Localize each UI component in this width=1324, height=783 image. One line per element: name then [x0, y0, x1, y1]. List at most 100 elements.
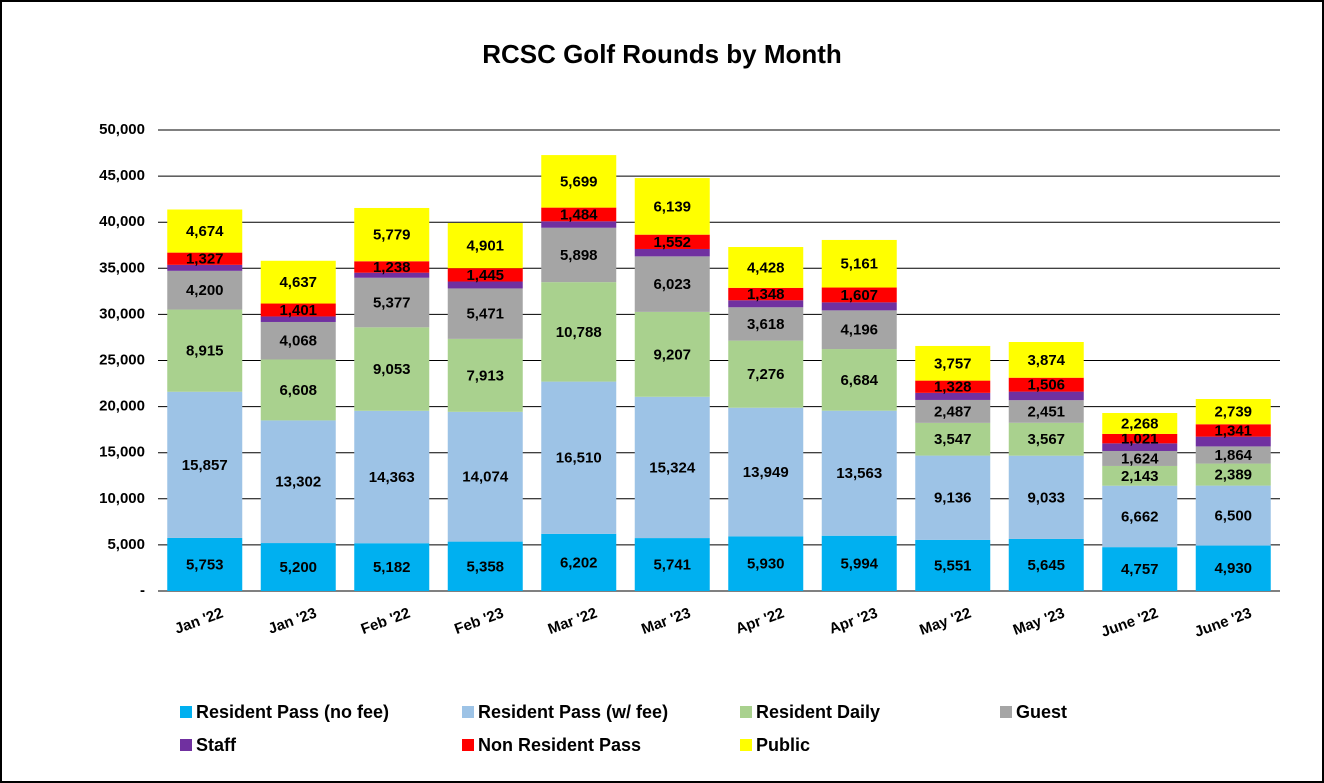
bar-segment: [915, 539, 991, 591]
data-label: 15,324: [649, 459, 696, 476]
data-label: 5,699: [560, 173, 598, 190]
bar-segment: [1102, 450, 1178, 466]
data-label: 6,662: [1121, 508, 1159, 525]
bar-segment: [1195, 424, 1271, 437]
data-label: 3,618: [747, 316, 785, 333]
bar-segment: [541, 533, 617, 591]
data-label: 4,196: [840, 322, 878, 339]
data-label: 4,674: [186, 223, 224, 240]
data-label: 5,551: [934, 557, 972, 574]
y-tick-label: 10,000: [99, 490, 145, 507]
bar-segment: [541, 207, 617, 222]
bar-segment: [915, 380, 991, 393]
bar-segment: [821, 239, 897, 288]
data-label: 1,401: [279, 302, 317, 319]
bar-segment: [728, 407, 804, 537]
legend-swatch: [1000, 706, 1012, 718]
bar-segment: [821, 310, 897, 350]
bar-segment: [915, 392, 991, 400]
bar-segment: [1195, 485, 1271, 546]
chart-title: RCSC Golf Rounds by Month: [482, 39, 842, 69]
data-label: 6,608: [279, 382, 317, 399]
data-label: 5,753: [186, 556, 224, 573]
data-label: 1,607: [840, 287, 878, 304]
legend-label: Public: [756, 735, 810, 755]
legend-label: Resident Pass (w/ fee): [478, 702, 668, 722]
data-label: 6,202: [560, 554, 598, 571]
data-label: 1,864: [1214, 447, 1252, 464]
data-label: 9,207: [653, 346, 691, 363]
data-label: 6,684: [840, 372, 878, 389]
data-label: 7,276: [747, 366, 785, 383]
bar-segment: [167, 309, 243, 392]
bar-segment: [634, 396, 710, 539]
y-tick-label: 45,000: [99, 167, 145, 184]
bar-segment: [1008, 422, 1084, 456]
bar-segment: [1195, 399, 1271, 425]
bar-segment: [1195, 436, 1271, 447]
bar-segment: [260, 543, 336, 591]
bar-segment: [634, 538, 710, 591]
data-label: 3,757: [934, 355, 972, 372]
bar-segment: [634, 178, 710, 235]
y-tick-label: 20,000: [99, 398, 145, 415]
bar-segment: [354, 277, 430, 328]
y-tick-label: 50,000: [99, 121, 145, 138]
bar-segment: [1008, 342, 1084, 378]
bar-segment: [354, 543, 430, 591]
data-label: 4,068: [279, 333, 317, 350]
bar-segment: [447, 338, 523, 412]
bar-segment: [354, 207, 430, 262]
bar-segment: [1102, 547, 1178, 591]
legend-swatch: [180, 739, 192, 751]
data-label: 14,363: [369, 469, 415, 486]
bar-segment: [1008, 377, 1084, 392]
bar-segment: [447, 411, 523, 542]
data-label: 4,428: [747, 259, 785, 276]
data-label: 5,200: [279, 559, 317, 576]
bar-segment: [260, 359, 336, 421]
bar-segment: [541, 282, 617, 382]
bar-segment: [541, 155, 617, 208]
data-label: 10,788: [556, 324, 602, 341]
data-label: 5,358: [466, 558, 504, 575]
bar-segment: [1195, 545, 1271, 591]
bar-segment: [728, 300, 804, 308]
bar-segment: [728, 340, 804, 408]
y-tick-label: -: [140, 582, 145, 599]
data-label: 1,021: [1121, 431, 1159, 448]
legend-label: Staff: [196, 735, 237, 755]
data-label: 1,341: [1214, 422, 1252, 439]
bar-segment: [541, 221, 617, 228]
bar-segment: [1102, 433, 1178, 444]
bar-segment: [167, 270, 243, 310]
data-label: 2,389: [1214, 467, 1252, 484]
data-label: 5,161: [840, 256, 878, 273]
bar-segment: [354, 410, 430, 544]
data-label: 4,200: [186, 282, 224, 299]
bar-segment: [1008, 391, 1084, 401]
bar-segment: [260, 420, 336, 544]
data-label: 2,268: [1121, 415, 1159, 432]
data-label: 5,182: [373, 559, 411, 576]
data-label: 2,143: [1121, 468, 1159, 485]
bar-segment: [447, 268, 523, 282]
data-label: 4,757: [1121, 561, 1159, 578]
data-label: 3,567: [1027, 431, 1065, 448]
data-label: 5,741: [653, 557, 691, 574]
legend-swatch: [462, 739, 474, 751]
bar-segment: [821, 302, 897, 311]
bar-segment: [447, 541, 523, 591]
bar-segment: [354, 327, 430, 411]
data-label: 1,348: [747, 286, 785, 303]
legend-swatch: [462, 706, 474, 718]
legend-label: Resident Pass (no fee): [196, 702, 389, 722]
data-label: 9,033: [1027, 489, 1065, 506]
data-label: 8,915: [186, 343, 224, 360]
bar-segment: [634, 234, 710, 249]
data-label: 1,327: [186, 251, 224, 268]
data-label: 1,484: [560, 206, 598, 223]
data-label: 5,779: [373, 227, 411, 244]
legend-swatch: [740, 739, 752, 751]
data-label: 2,487: [934, 403, 972, 420]
